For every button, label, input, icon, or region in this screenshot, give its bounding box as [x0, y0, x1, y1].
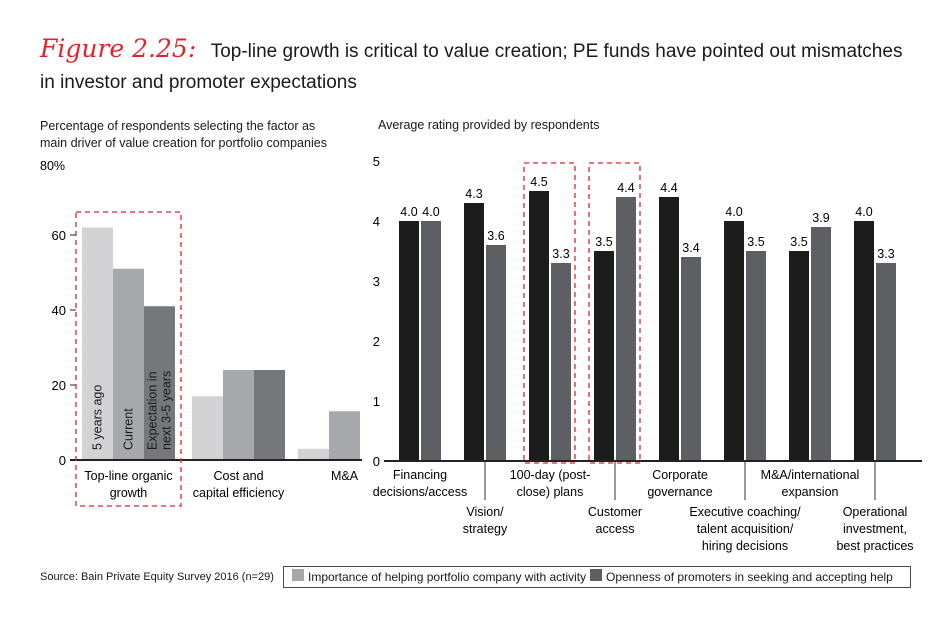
data-label: 3.5 [595, 235, 612, 249]
y-tick-label: 60 [52, 228, 66, 243]
y-tick-label: 3 [373, 274, 380, 289]
category-label: Corporate [652, 468, 708, 482]
category-label: talent acquisition/ [697, 522, 794, 536]
category-label: 100-day (post- [510, 468, 591, 482]
left-bar-chart: 80% 0 20 40 60 Top-line organic growth Cost and… [40, 159, 362, 507]
category-label: Customer [588, 505, 642, 519]
category-label: decisions/access [373, 485, 468, 499]
category-label: strategy [463, 522, 508, 536]
data-label: 3.5 [747, 235, 764, 249]
bar [421, 221, 441, 461]
data-label: 3.3 [877, 247, 894, 261]
source-note: Source: Bain Private Equity Survey 2016 … [40, 571, 274, 583]
series-label: 5 years ago [91, 385, 105, 450]
bar [223, 370, 254, 460]
category-label: Operational [843, 505, 908, 519]
data-label: 4.4 [617, 181, 634, 195]
series-label-group: 5 years ago [91, 385, 105, 450]
category-label: best practices [836, 539, 913, 553]
data-label: 3.9 [812, 211, 829, 225]
y-tick-label: 0 [59, 453, 66, 468]
category-label: access [596, 522, 635, 536]
bar [329, 411, 360, 460]
highlight-box [75, 211, 182, 507]
category-label: Vision/ [466, 505, 504, 519]
bar [811, 227, 831, 461]
category-label: Top-line organic [84, 469, 172, 483]
data-label: 4.0 [725, 205, 742, 219]
bar [529, 191, 549, 461]
category-label: hiring decisions [702, 539, 788, 553]
data-label: 4.0 [422, 205, 439, 219]
bar [144, 306, 175, 460]
right-bar-chart: 0 1 2 3 4 5 4.0 4.0 Financing decisions/access 4.3… [373, 154, 922, 553]
category-label: Cost and [213, 469, 263, 483]
legend-swatch-importance [292, 569, 304, 581]
series-label: Current [122, 408, 136, 450]
y-tick-label: 20 [52, 378, 66, 393]
figure-colon: : [187, 34, 197, 63]
category-label: close) plans [517, 485, 584, 499]
data-label: 3.6 [487, 229, 504, 243]
data-label: 3.3 [552, 247, 569, 261]
bar [254, 370, 285, 460]
bar [659, 197, 679, 461]
bar [594, 251, 614, 461]
bar [82, 227, 113, 460]
bar [113, 268, 144, 460]
data-label: 4.0 [855, 205, 872, 219]
series-label-group: Expectation in next 3-5 years [146, 371, 174, 450]
data-label: 4.4 [660, 181, 677, 195]
series-label: next 3-5 years [160, 371, 174, 450]
category-label: capital efficiency [193, 486, 285, 500]
data-label: 4.3 [465, 187, 482, 201]
series-label-group: Current [122, 408, 136, 450]
category-label: investment, [843, 522, 907, 536]
category-label: governance [647, 485, 712, 499]
bar [486, 245, 506, 461]
series-label: Expectation in [146, 371, 160, 450]
bar [876, 263, 896, 461]
y-tick-label: 2 [373, 334, 380, 349]
legend-swatch-openness [590, 569, 602, 581]
data-label: 4.0 [400, 205, 417, 219]
data-label: 3.5 [790, 235, 807, 249]
y-tick-label: 5 [373, 154, 380, 169]
right-chart-subtitle: Average rating provided by respondents [378, 118, 600, 132]
data-label: 4.5 [530, 175, 547, 189]
data-label: 3.4 [682, 241, 699, 255]
bar [399, 221, 419, 461]
category-label: M&A/international [761, 468, 860, 482]
left-chart-subtitle: Percentage of respondents selecting the … [40, 119, 327, 150]
bar [789, 251, 809, 461]
legend-label-importance: Importance of helping portfolio company … [308, 570, 587, 584]
y-tick-label: 4 [373, 214, 380, 229]
y-tick-label: 1 [373, 394, 380, 409]
bar [551, 263, 571, 461]
figure-label: Figure 2.25 [40, 34, 188, 63]
category-label: Financing [393, 468, 447, 482]
bar [192, 396, 223, 460]
bar [854, 221, 874, 461]
category-label: M&A [331, 469, 359, 483]
category-label: growth [110, 486, 148, 500]
y-top-tick-label: 80% [40, 159, 65, 173]
highlight-box [588, 162, 641, 464]
category-label: Executive coaching/ [689, 505, 801, 519]
y-tick-label: 0 [373, 454, 380, 469]
figure-title: Top-line growth is critical to value cre… [40, 41, 903, 93]
figure-title-block: Figure 2.25: Top-line growth is critical… [40, 34, 920, 99]
legend: Importance of helping portfolio company … [283, 566, 911, 588]
bar [616, 197, 636, 461]
bar [681, 257, 701, 461]
bar [724, 221, 744, 461]
highlight-box [523, 162, 576, 464]
category-label: expansion [782, 485, 839, 499]
bar [298, 448, 329, 460]
legend-label-openness: Openness of promoters in seeking and acc… [606, 570, 893, 584]
y-tick-label: 40 [52, 303, 66, 318]
bar [464, 203, 484, 461]
bar [746, 251, 766, 461]
